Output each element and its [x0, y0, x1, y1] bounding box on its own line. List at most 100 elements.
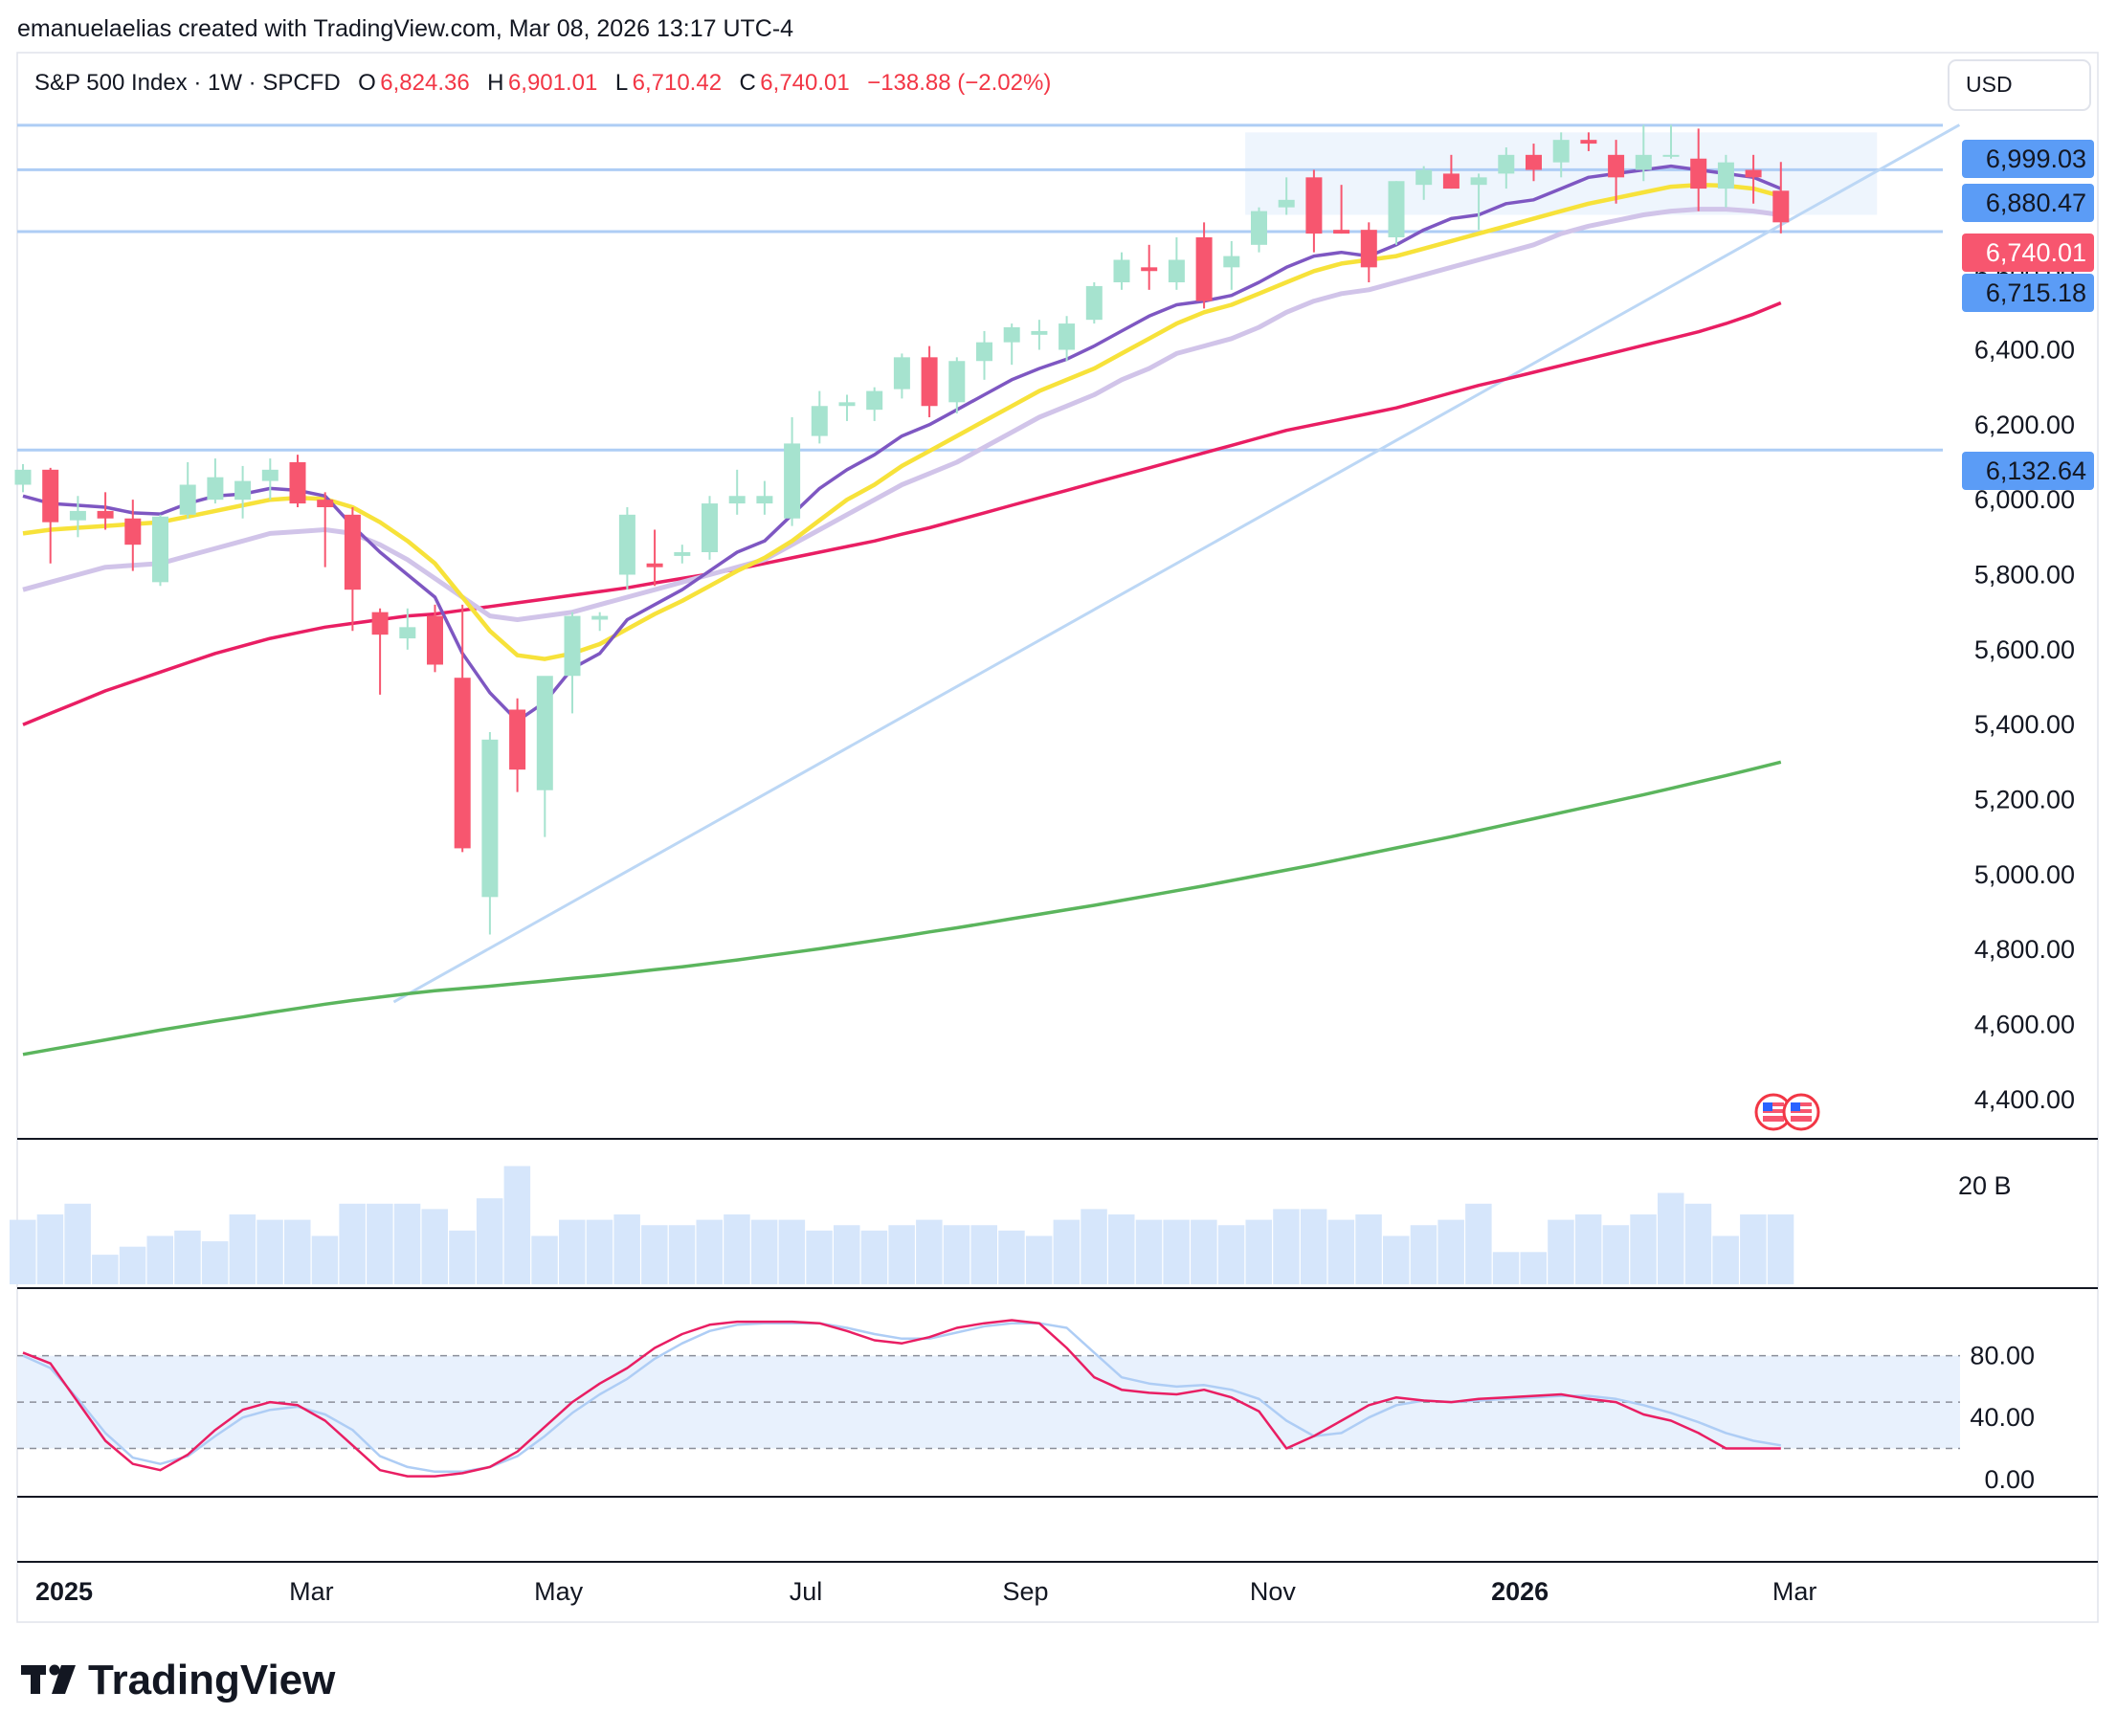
candle [811, 390, 828, 444]
candle-body [976, 342, 992, 362]
volume-bar [339, 1203, 366, 1284]
candle [1415, 166, 1433, 200]
volume-bar [1300, 1209, 1327, 1284]
candle-body [1690, 158, 1707, 189]
candle-body [289, 462, 306, 504]
price-tag-box [1962, 452, 2094, 490]
candle-body [756, 496, 773, 504]
candle-body [1003, 327, 1020, 343]
volume-bar [1658, 1192, 1684, 1284]
stoch-d-line [22, 1322, 1782, 1474]
volume-bar [146, 1235, 173, 1284]
candle [646, 529, 663, 587]
volume-bar [1767, 1214, 1794, 1284]
volume-bar [1355, 1214, 1382, 1284]
candle-body [1168, 259, 1185, 282]
candle [1333, 185, 1350, 234]
volume-bar [1574, 1214, 1602, 1284]
us-flag-icon[interactable] [1754, 1093, 1793, 1131]
candle-body [866, 390, 883, 411]
candle-body [1085, 285, 1103, 321]
candle [69, 496, 86, 538]
candle [427, 604, 443, 673]
candle [784, 417, 801, 526]
stoch-axis-tick-label: 40.00 [1970, 1403, 2035, 1432]
currency-button[interactable]: USD [1948, 59, 2091, 111]
candle [481, 732, 499, 935]
candle [1031, 320, 1048, 350]
volume-bar [1053, 1219, 1081, 1284]
volume-bar [119, 1246, 146, 1284]
time-axis-label: Sep [1003, 1577, 1049, 1606]
level-price-tag: 6,132.64 [1962, 452, 2094, 490]
price-tag-label: 6,880.47 [1986, 189, 2086, 217]
candle-body [124, 518, 142, 545]
volume-bar [256, 1219, 283, 1284]
candle [1498, 147, 1515, 189]
ema-fast-line [22, 164, 1782, 723]
candle-body [1278, 199, 1295, 208]
legend-close-value: 6,740.01 [760, 70, 849, 96]
moving-averages-layer [22, 164, 1782, 1057]
volume-bar [503, 1166, 531, 1284]
candle [207, 458, 224, 504]
price-tags-layer: 6,999.03 6,880.47 6,740.01 6,715.18 6,132.64 [1962, 140, 2094, 490]
legend-close-label: C [740, 70, 756, 96]
candle-body [481, 739, 499, 898]
price-axis-tick-label: 5,800.00 [1974, 561, 2075, 590]
candle-body [1360, 230, 1377, 268]
volume-bar [1684, 1203, 1712, 1284]
time-axis-label: Mar [289, 1577, 334, 1606]
stoch-k-line [22, 1319, 1781, 1478]
candle-body [811, 406, 828, 436]
stoch-rsi-layer [17, 1319, 1960, 1478]
candle [674, 545, 691, 564]
candle [1195, 222, 1213, 309]
candle-body [1195, 237, 1213, 301]
candle-body [1552, 140, 1570, 163]
candle-body [1662, 154, 1680, 157]
volume-bar [641, 1225, 668, 1284]
candle [591, 612, 609, 632]
stoch-axis-tick-label: 0.00 [1984, 1465, 2035, 1494]
candle-body [1141, 267, 1158, 272]
volume-bar [1712, 1235, 1739, 1284]
candle [1635, 124, 1652, 182]
symbol-legend[interactable]: S&P 500 Index · 1W · SPCFD O 6,824.36 H … [34, 70, 1051, 96]
volume-bar [998, 1230, 1025, 1284]
candle-body [784, 443, 801, 519]
candle [866, 387, 883, 421]
volume-bar [1630, 1214, 1657, 1284]
candle [921, 345, 938, 417]
price-tag-label: 6,132.64 [1986, 456, 2086, 485]
price-axis[interactable]: 4,400.00 4,600.00 4,800.00 5,000.00 5,200.00… [1974, 186, 2075, 1114]
volume-bar [36, 1214, 64, 1284]
us-flag-icon[interactable] [1782, 1093, 1820, 1131]
candle-body [42, 469, 59, 523]
candle-body [948, 361, 966, 403]
candle-body [1031, 330, 1048, 335]
price-tag-label: 6,999.03 [1986, 145, 2086, 173]
time-axis[interactable]: 2025 Mar May Jul Sep Nov 2026 Mar [35, 1577, 1816, 1606]
volume-bars-layer [10, 1166, 1794, 1284]
candle [97, 492, 114, 530]
tradingview-logo[interactable]: TradingView [21, 1657, 336, 1703]
candle [1223, 240, 1240, 290]
candle [618, 507, 635, 590]
candle [1442, 154, 1460, 189]
candle [1608, 140, 1625, 204]
volume-bar [201, 1241, 229, 1284]
legend-low-label: L [615, 70, 628, 96]
candle-body [344, 514, 361, 590]
candle-body [1470, 177, 1487, 186]
candle [179, 462, 196, 519]
price-tag-box [1962, 274, 2094, 312]
legend-high-value: 6,901.01 [508, 70, 597, 96]
volume-axis: 20 B [1958, 1171, 2012, 1200]
candle [454, 604, 471, 853]
candle [1470, 173, 1487, 231]
volume-bar [1245, 1219, 1272, 1284]
volume-bar [559, 1219, 586, 1284]
volume-bar [393, 1203, 421, 1284]
candle-body [1442, 173, 1460, 189]
